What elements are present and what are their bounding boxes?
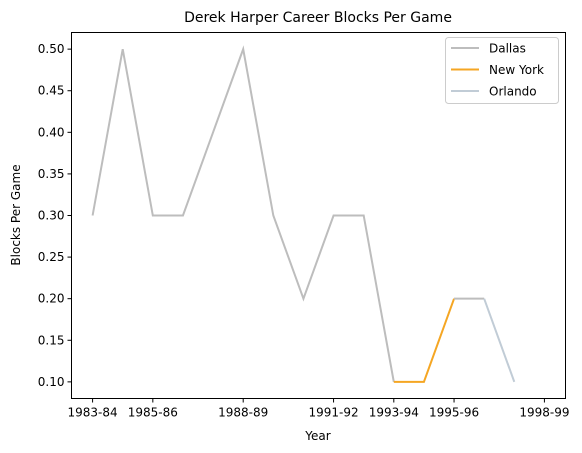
chart-title: Derek Harper Career Blocks Per Game	[184, 10, 452, 26]
x-tick-label: 1998-99	[519, 406, 569, 420]
series-line-dallas-0	[91, 45, 395, 383]
y-tick-label: 0.25	[38, 250, 65, 264]
y-tick-label: 0.10	[38, 375, 65, 389]
y-axis-title: Blocks Per Game	[9, 164, 23, 265]
y-axis: 0.10 0.15 0.20 0.25 0.30 0.35 0.40 0.45 0.50	[38, 42, 72, 389]
y-tick-label: 0.20	[38, 292, 65, 306]
y-tick-label: 0.30	[38, 209, 65, 223]
legend-box	[445, 37, 559, 104]
x-tick-label: 1983-84	[68, 406, 118, 420]
x-tick-label: 1995-96	[429, 406, 479, 420]
x-tick-label: 1988-89	[218, 406, 268, 420]
x-tick-label: 1991-92	[308, 406, 358, 420]
y-tick-label: 0.35	[38, 167, 65, 181]
legend-label: Orlando	[489, 85, 537, 99]
legend: Dallas New York Orlando	[445, 37, 559, 104]
legend-label: New York	[489, 63, 544, 77]
x-axis-title: Year	[304, 429, 330, 443]
x-tick-label: 1993-94	[369, 406, 419, 420]
legend-label: Dallas	[489, 42, 526, 56]
y-tick-label: 0.50	[38, 42, 65, 56]
plot-area	[91, 45, 516, 383]
x-tick-label: 1985-86	[128, 406, 178, 420]
series-line-orlando-3	[483, 298, 516, 383]
y-tick-label: 0.40	[38, 125, 65, 139]
y-tick-label: 0.45	[38, 84, 65, 98]
y-tick-label: 0.15	[38, 333, 65, 347]
series-line-new-york-1	[393, 298, 455, 383]
x-axis: 1983-84 1985-86 1988-89 1991-92 1993-94 1995-…	[68, 398, 569, 420]
